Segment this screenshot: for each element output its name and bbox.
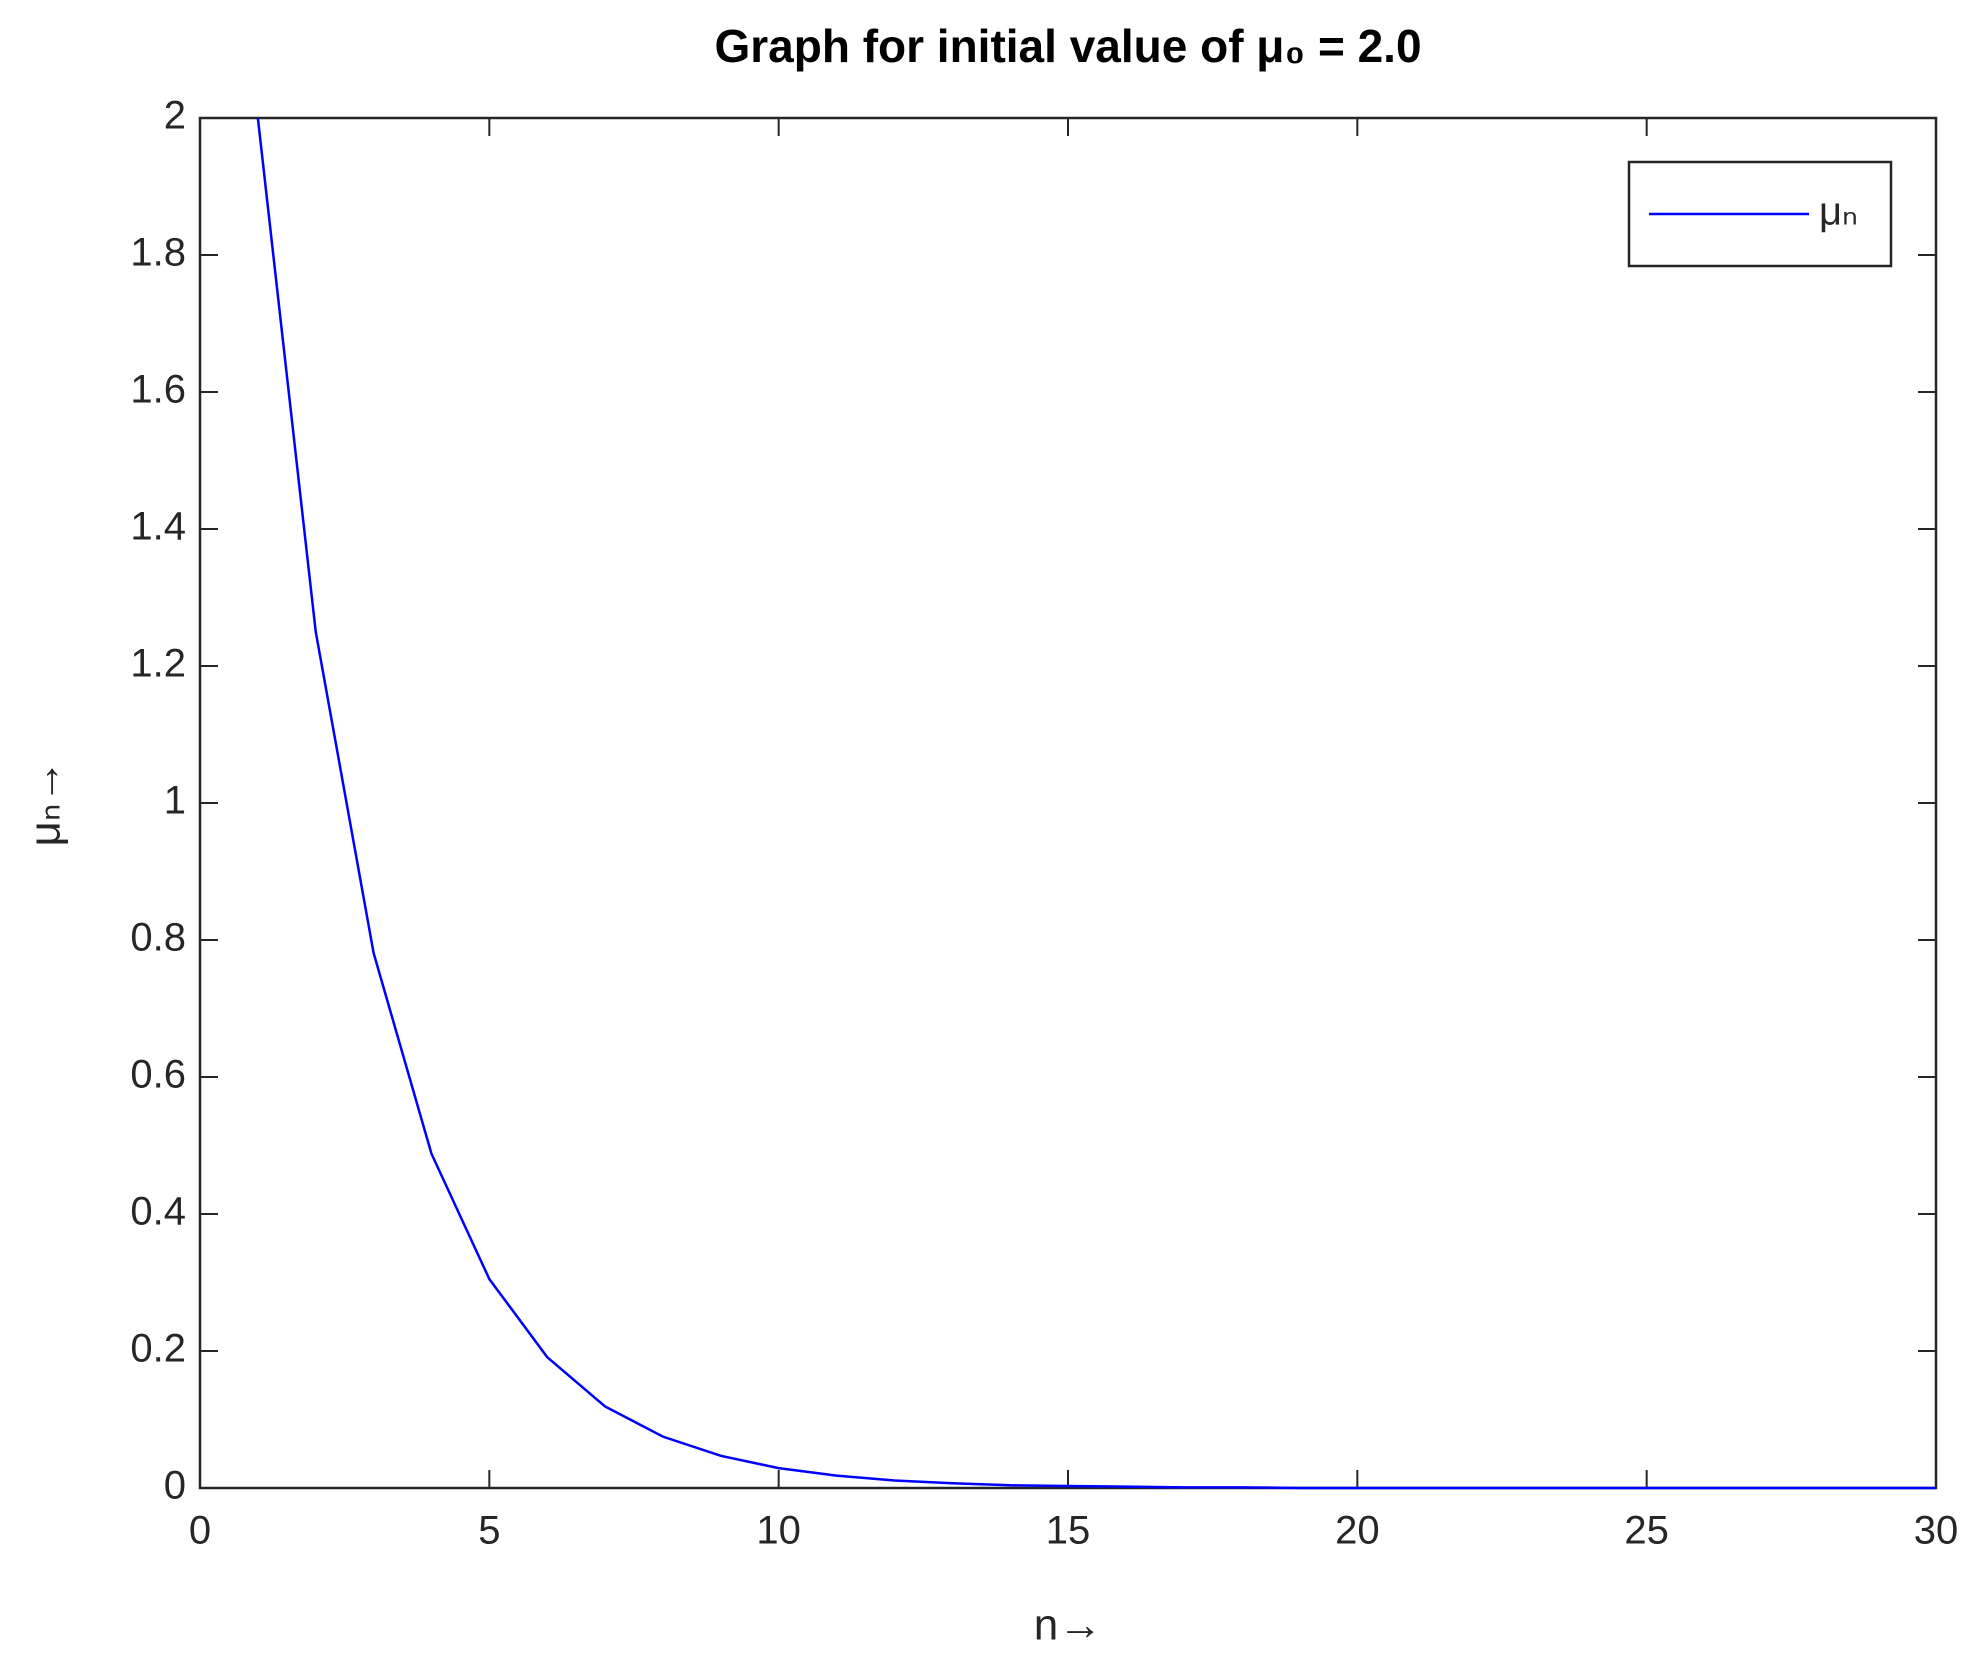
y-axis-label: μₙ→ — [21, 760, 70, 847]
x-tick-label: 15 — [1046, 1509, 1091, 1553]
chart-title: Graph for initial value of μ₀ = 2.0 — [714, 20, 1421, 72]
y-tick-label: 0.6 — [130, 1053, 186, 1097]
x-tick-label: 30 — [1914, 1509, 1959, 1553]
legend-label: μₙ — [1819, 190, 1858, 234]
x-axis-label: n→ — [1034, 1601, 1102, 1650]
x-tick-label: 5 — [478, 1509, 500, 1553]
y-tick-label: 1.2 — [130, 642, 186, 686]
y-tick-label: 1.4 — [130, 505, 186, 549]
y-tick-label: 0.4 — [130, 1190, 186, 1234]
x-tick-label: 20 — [1335, 1509, 1380, 1553]
y-tick-label: 0 — [164, 1464, 186, 1508]
y-tick-label: 1.8 — [130, 231, 186, 275]
y-tick-label: 1.6 — [130, 368, 186, 412]
x-tick-label: 25 — [1624, 1509, 1669, 1553]
y-tick-label: 1 — [164, 779, 186, 823]
y-tick-label: 2 — [164, 94, 186, 138]
y-tick-label: 0.2 — [130, 1327, 186, 1371]
y-tick-label: 0.8 — [130, 916, 186, 960]
data-line — [256, 117, 1936, 1490]
x-tick-label: 10 — [756, 1509, 801, 1553]
x-tick-label: 0 — [189, 1509, 211, 1553]
